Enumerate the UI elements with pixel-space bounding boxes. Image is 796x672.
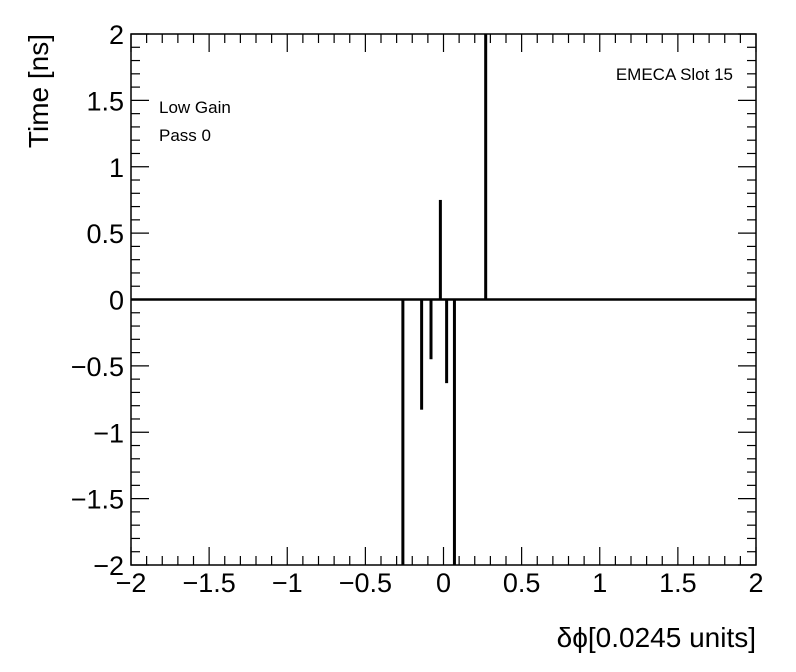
y-axis-title: Time [ns]	[23, 34, 54, 148]
x-tick-label: −1.5	[182, 568, 235, 598]
y-tick-label: −0.5	[71, 352, 124, 382]
y-tick-label: −1	[93, 418, 124, 448]
y-tick-label: 1	[109, 153, 124, 183]
y-tick-label: 0.5	[86, 219, 124, 249]
bar	[484, 34, 488, 300]
y-tick-label: −2	[93, 551, 124, 581]
x-tick-label: 1	[592, 568, 607, 598]
annotation: Pass 0	[159, 126, 211, 145]
x-tick-label: 1.5	[659, 568, 697, 598]
y-tick-label: 0	[109, 286, 124, 316]
bar	[420, 299, 424, 410]
x-axis-title: δϕ[0.0245 units]	[557, 622, 756, 653]
x-tick-label: −2	[116, 568, 147, 598]
x-tick-label: −1	[272, 568, 303, 598]
bar	[452, 299, 456, 565]
y-tick-label: 1.5	[86, 86, 124, 116]
y-tick-label: 2	[109, 20, 124, 50]
bar	[429, 299, 433, 360]
annotation: Low Gain	[159, 98, 231, 117]
x-tick-label: 0.5	[503, 568, 541, 598]
bar	[445, 299, 449, 384]
x-tick-label: 0	[436, 568, 451, 598]
x-tick-label: 2	[748, 568, 763, 598]
annotation: EMECA Slot 15	[616, 65, 733, 84]
x-tick-label: −0.5	[339, 568, 392, 598]
bar	[438, 199, 442, 300]
y-tick-label: −1.5	[71, 485, 124, 515]
bar	[401, 299, 405, 565]
